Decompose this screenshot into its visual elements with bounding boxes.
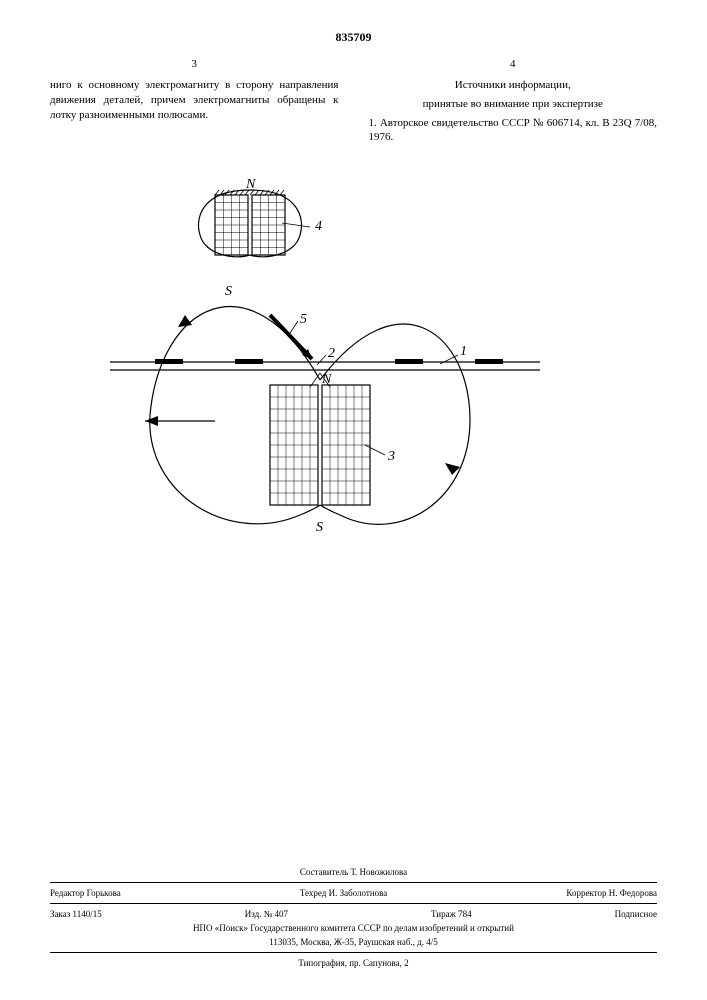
right-sub: принятые во внимание при экспертизе: [369, 97, 658, 112]
left-col-text: ниго к основному электромагниту в сторон…: [50, 78, 339, 123]
footer-editor: Редактор Горькова: [50, 888, 121, 898]
footer-address: 113035, Москва, Ж-35, Раушская наб., д. …: [50, 935, 657, 949]
label-4: 4: [315, 219, 322, 234]
label-s-bottom: S: [316, 520, 323, 535]
label-s-left: S: [225, 284, 232, 299]
right-text: 1. Авторское свидетельство СССР № 606714…: [369, 116, 658, 146]
footer: Составитель Т. Новожилова Редактор Горьк…: [50, 865, 657, 970]
footer-compiler: Составитель Т. Новожилова: [50, 865, 657, 879]
footer-techred: Техред И. Заболотнова: [300, 888, 387, 898]
right-column: 4 Источники информации, принятые во вним…: [369, 57, 658, 145]
label-5: 5: [300, 312, 307, 327]
footer-org: НПО «Поиск» Государственного комитета СС…: [50, 921, 657, 935]
footer-izd: Изд. № 407: [245, 909, 288, 919]
label-n-top: N: [245, 177, 256, 192]
label-2: 2: [328, 346, 335, 361]
footer-order: Заказ 1140/15: [50, 909, 102, 919]
document-number: 835709: [50, 30, 657, 45]
footer-podpisnoe: Подписное: [615, 909, 657, 919]
figure: N 4 S 1 2 5 N: [0, 155, 707, 655]
right-heading: Источники информации,: [369, 78, 658, 93]
text-columns: 3 ниго к основному электромагниту в стор…: [50, 57, 657, 145]
footer-tirazh: Тираж 784: [431, 909, 472, 919]
right-col-number: 4: [369, 57, 658, 72]
label-3: 3: [387, 449, 395, 464]
label-1: 1: [460, 344, 467, 359]
label-n-mid: N: [321, 372, 332, 387]
left-column: 3 ниго к основному электромагниту в стор…: [50, 57, 339, 145]
footer-corrector: Корректор Н. Федорова: [566, 888, 657, 898]
left-col-number: 3: [50, 57, 339, 72]
footer-typography: Типография, пр. Сапунова, 2: [50, 956, 657, 970]
